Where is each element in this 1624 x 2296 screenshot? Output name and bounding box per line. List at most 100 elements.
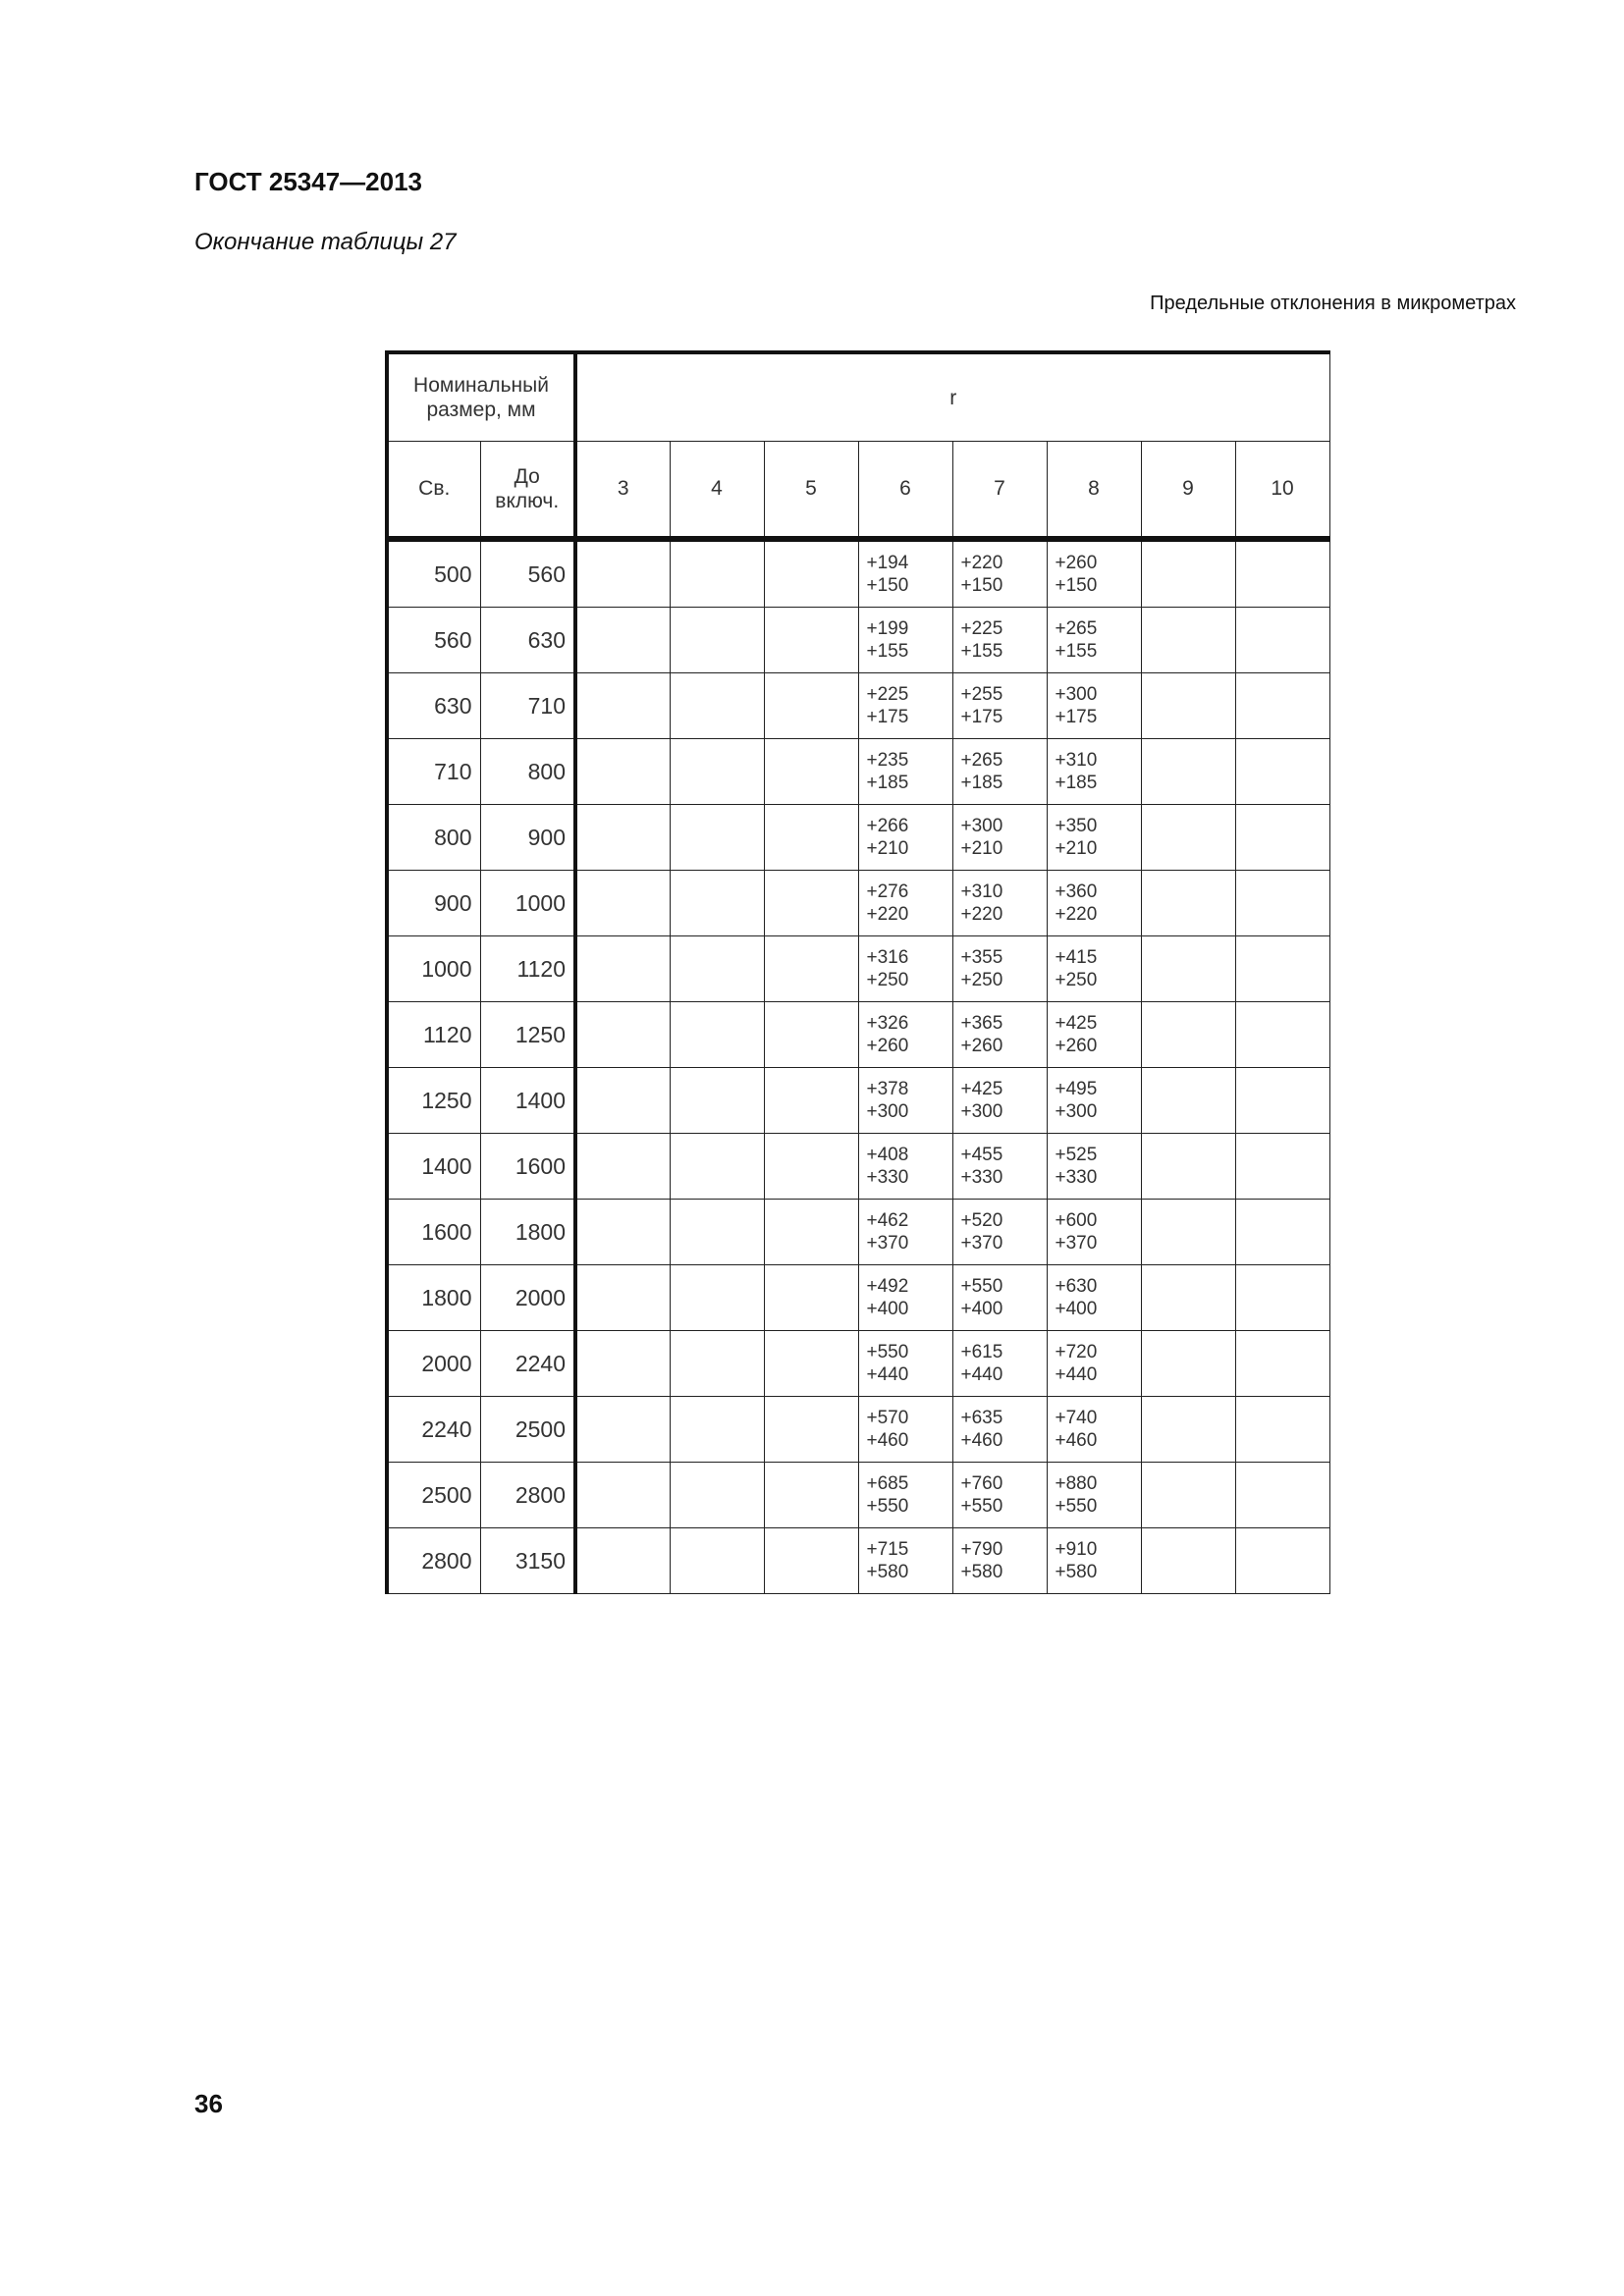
upper-deviation: +492 bbox=[866, 1276, 909, 1297]
size-from: 2240 bbox=[386, 1396, 481, 1463]
deviation-cell-7: +365 +260 bbox=[951, 1001, 1048, 1068]
deviation-cell-6: +326 +260 bbox=[857, 1001, 953, 1068]
upper-deviation: +630 bbox=[1055, 1276, 1098, 1297]
deviation-cell-3 bbox=[574, 1133, 671, 1200]
lower-deviation: +260 bbox=[960, 1036, 1003, 1056]
lower-deviation: +330 bbox=[866, 1167, 909, 1188]
deviation-cell-8: +415 +250 bbox=[1046, 935, 1142, 1002]
upper-deviation: +880 bbox=[1055, 1473, 1098, 1494]
upper-deviation: +265 bbox=[1055, 618, 1098, 639]
upper-deviation: +600 bbox=[1055, 1210, 1098, 1231]
lower-deviation: +550 bbox=[960, 1496, 1003, 1517]
upper-deviation: +685 bbox=[866, 1473, 909, 1494]
size-from: 500 bbox=[386, 538, 481, 608]
deviation-cell-10 bbox=[1234, 1067, 1330, 1134]
deviation-cell-4 bbox=[669, 1264, 765, 1331]
deviation-cell-8: +880 +550 bbox=[1046, 1462, 1142, 1528]
size-to: 1250 bbox=[479, 1001, 577, 1068]
deviation-cell-10 bbox=[1234, 1330, 1330, 1397]
deviation-cell-10 bbox=[1234, 1396, 1330, 1463]
lower-deviation: +330 bbox=[1055, 1167, 1098, 1188]
table-row: 2000 2240 +550 +440 +615 +440 +720 +440 bbox=[386, 1330, 1330, 1397]
deviation-cell-10 bbox=[1234, 1264, 1330, 1331]
deviation-cell-5 bbox=[763, 1527, 859, 1594]
deviation-cell-5 bbox=[763, 870, 859, 936]
deviation-cell-8: +630 +400 bbox=[1046, 1264, 1142, 1331]
lower-deviation: +155 bbox=[960, 641, 1003, 662]
size-to: 900 bbox=[479, 804, 577, 871]
deviation-cell-5 bbox=[763, 1001, 859, 1068]
upper-deviation: +300 bbox=[960, 816, 1003, 836]
deviation-cell-8: +600 +370 bbox=[1046, 1199, 1142, 1265]
upper-deviation: +525 bbox=[1055, 1145, 1098, 1165]
deviation-cell-9 bbox=[1140, 1396, 1236, 1463]
deviation-cell-6: +199 +155 bbox=[857, 607, 953, 673]
upper-deviation: +455 bbox=[960, 1145, 1003, 1165]
upper-deviation: +235 bbox=[866, 750, 909, 771]
grade-header: 5 bbox=[763, 441, 859, 542]
upper-deviation: +194 bbox=[866, 553, 909, 573]
units-note: Предельные отклонения в микрометрах bbox=[1150, 293, 1516, 314]
grade-header: 9 bbox=[1140, 441, 1236, 542]
deviation-cell-5 bbox=[763, 607, 859, 673]
size-from: 800 bbox=[386, 804, 481, 871]
deviation-cell-8: +265 +155 bbox=[1046, 607, 1142, 673]
deviation-cell-5 bbox=[763, 672, 859, 739]
deviation-cell-6: +276 +220 bbox=[857, 870, 953, 936]
deviation-cell-10 bbox=[1234, 804, 1330, 871]
upper-deviation: +415 bbox=[1055, 947, 1098, 968]
deviation-cell-5 bbox=[763, 1133, 859, 1200]
lower-deviation: +440 bbox=[1055, 1364, 1098, 1385]
table-continuation-caption: Окончание таблицы 27 bbox=[194, 229, 457, 255]
deviation-cell-10 bbox=[1234, 607, 1330, 673]
upper-deviation: +255 bbox=[960, 684, 1003, 705]
deviation-cell-6: +235 +185 bbox=[857, 738, 953, 805]
deviation-cell-7: +220 +150 bbox=[951, 538, 1048, 608]
size-to: 2800 bbox=[479, 1462, 577, 1528]
upper-deviation: +635 bbox=[960, 1408, 1003, 1428]
upper-deviation: +520 bbox=[960, 1210, 1003, 1231]
lower-deviation: +155 bbox=[866, 641, 909, 662]
deviation-cell-4 bbox=[669, 1001, 765, 1068]
size-from: 2500 bbox=[386, 1462, 481, 1528]
upper-deviation: +495 bbox=[1055, 1079, 1098, 1099]
upper-deviation: +425 bbox=[960, 1079, 1003, 1099]
deviation-cell-9 bbox=[1140, 672, 1236, 739]
field-header: r bbox=[574, 351, 1330, 442]
upper-deviation: +740 bbox=[1055, 1408, 1098, 1428]
deviation-cell-10 bbox=[1234, 1133, 1330, 1200]
table-row: 1000 1120 +316 +250 +355 +250 +415 +250 bbox=[386, 935, 1330, 1002]
table-row: 1120 1250 +326 +260 +365 +260 +425 +260 bbox=[386, 1001, 1330, 1068]
lower-deviation: +460 bbox=[1055, 1430, 1098, 1451]
size-from: 1000 bbox=[386, 935, 481, 1002]
deviation-cell-6: +550 +440 bbox=[857, 1330, 953, 1397]
deviation-cell-8: +910 +580 bbox=[1046, 1527, 1142, 1594]
deviation-cell-3 bbox=[574, 1527, 671, 1594]
deviation-cell-9 bbox=[1140, 1133, 1236, 1200]
page-number: 36 bbox=[194, 2089, 223, 2118]
lower-deviation: +250 bbox=[960, 970, 1003, 990]
lower-deviation: +150 bbox=[960, 575, 1003, 596]
col-to-header: До включ. bbox=[479, 441, 577, 542]
grade-header: 6 bbox=[857, 441, 953, 542]
size-from: 1800 bbox=[386, 1264, 481, 1331]
size-from: 2000 bbox=[386, 1330, 481, 1397]
deviation-cell-4 bbox=[669, 538, 765, 608]
deviation-cell-10 bbox=[1234, 1462, 1330, 1528]
upper-deviation: +316 bbox=[866, 947, 909, 968]
size-from: 630 bbox=[386, 672, 481, 739]
lower-deviation: +185 bbox=[866, 773, 909, 793]
lower-deviation: +155 bbox=[1055, 641, 1098, 662]
deviation-cell-3 bbox=[574, 1330, 671, 1397]
lower-deviation: +370 bbox=[1055, 1233, 1098, 1254]
deviation-cell-7: +265 +185 bbox=[951, 738, 1048, 805]
deviation-cell-3 bbox=[574, 607, 671, 673]
deviation-cell-10 bbox=[1234, 538, 1330, 608]
size-to: 2500 bbox=[479, 1396, 577, 1463]
size-to: 1400 bbox=[479, 1067, 577, 1134]
deviation-cell-4 bbox=[669, 738, 765, 805]
deviation-cell-5 bbox=[763, 1264, 859, 1331]
deviation-cell-7: +355 +250 bbox=[951, 935, 1048, 1002]
upper-deviation: +790 bbox=[960, 1539, 1003, 1560]
upper-deviation: +199 bbox=[866, 618, 909, 639]
